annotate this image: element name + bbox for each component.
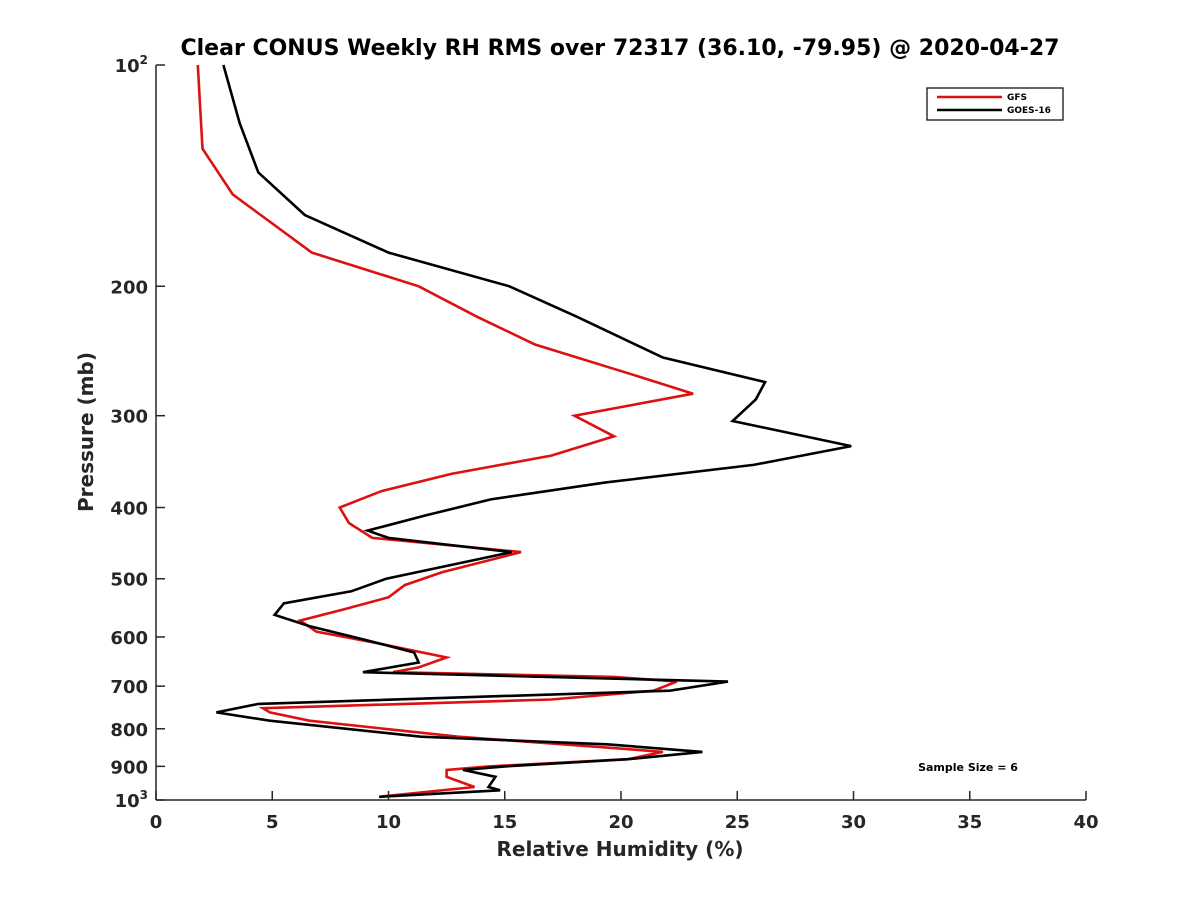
y-tick-label: 200	[110, 277, 148, 298]
plot-area: 0 5 10 15 20 25 30 35 40 102 200 300 400 500 600 700 80…	[110, 53, 1098, 833]
y-axis-label: Pressure (mb)	[74, 352, 98, 512]
x-tick-label: 30	[841, 812, 866, 833]
legend-box	[926, 87, 1064, 121]
x-tick-label: 10	[376, 812, 401, 833]
series-line-goes16	[216, 64, 852, 799]
x-tick-label: 15	[492, 812, 517, 833]
y-tick-label: 300	[110, 407, 148, 428]
x-tick-label: 25	[725, 812, 750, 833]
y-axis-ticks: 102 200 300 400 500 600 700 800 900 103	[110, 53, 165, 812]
x-axis-label: Relative Humidity (%)	[496, 837, 743, 861]
axes-background	[156, 65, 1086, 800]
y-tick-label: 400	[110, 499, 148, 520]
x-tick-label: 5	[266, 812, 279, 833]
x-tick-label: 0	[150, 812, 163, 833]
y-tick-label: 600	[110, 628, 148, 649]
legend-label-goes16: GOES-16	[1007, 106, 1051, 116]
x-tick-label: 20	[608, 812, 633, 833]
y-tick-label: 700	[110, 677, 148, 698]
y-tick-label: 800	[110, 720, 148, 741]
series-layer	[196, 64, 852, 799]
chart-title: Clear CONUS Weekly RH RMS over 72317 (36…	[181, 36, 1060, 61]
y-tick-label: 900	[110, 757, 148, 778]
x-axis-ticks: 0 5 10 15 20 25 30 35 40	[150, 791, 1099, 833]
legend-label-gfs: GFS	[1007, 93, 1027, 103]
y-tick-label: 102	[115, 53, 148, 77]
legend: GFS GOES-16	[926, 87, 1064, 121]
y-tick-label: 500	[110, 570, 148, 591]
series-line-gfs	[196, 64, 694, 799]
x-tick-label: 40	[1073, 812, 1098, 833]
sample-size-annotation: Sample Size = 6	[918, 761, 1018, 774]
x-tick-label: 35	[957, 812, 982, 833]
y-tick-label: 103	[115, 788, 148, 812]
